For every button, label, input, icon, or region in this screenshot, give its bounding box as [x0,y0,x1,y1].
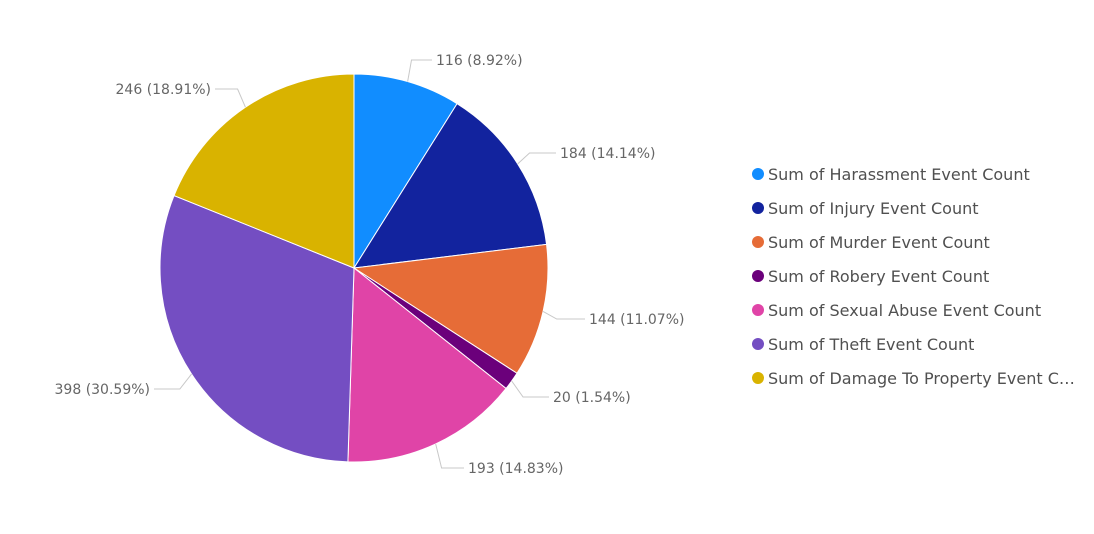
data-label: 20 (1.54%) [553,390,631,406]
legend-item-theft[interactable]: Sum of Theft Event Count [752,327,1078,361]
legend-label: Sum of Theft Event Count [768,334,975,354]
data-label: 116 (8.92%) [436,53,523,69]
legend-dot-icon [752,168,764,180]
data-label: 398 (30.59%) [55,382,150,398]
pie-slice-sexual-abuse-event-count[interactable] [347,266,507,463]
legend-item-robery[interactable]: Sum of Robery Event Count [752,259,1078,293]
pie-slice-injury-event-count[interactable] [353,102,548,269]
legend-label: Sum of Sexual Abuse Event Count [768,300,1042,320]
legend-item-harassment[interactable]: Sum of Harassment Event Count [752,157,1078,191]
data-label: 184 (14.14%) [560,146,655,162]
legend-dot-icon [752,270,764,282]
legend-item-sexual-abuse[interactable]: Sum of Sexual Abuse Event Count [752,293,1078,327]
legend-label: Sum of Murder Event Count [768,232,990,252]
legend-item-murder[interactable]: Sum of Murder Event Count [752,225,1078,259]
leader-line [511,380,549,398]
leader-line [517,152,556,165]
legend-dot-icon [752,236,764,248]
leader-line [542,310,585,320]
legend-dot-icon [752,372,764,384]
data-label: 144 (11.07%) [589,312,684,328]
legend-label: Sum of Harassment Event Count [768,164,1030,184]
legend-item-damage-to-property[interactable]: Sum of Damage To Property Event Count [752,361,1078,395]
leader-line [154,373,192,390]
pie-slice-murder-event-count[interactable] [352,243,549,374]
pie-slice-damage-to-property-event-count[interactable] [173,73,355,269]
legend-label: Sum of Damage To Property Event Count [768,368,1078,388]
legend-label: Sum of Robery Event Count [768,266,990,286]
legend-dot-icon [752,202,764,214]
legend-dot-icon [752,338,764,350]
leader-line [407,59,432,82]
pie-slice-theft-event-count[interactable] [159,194,355,463]
leader-line [435,443,464,469]
legend-dot-icon [752,304,764,316]
leader-line [215,88,246,108]
data-label: 246 (18.91%) [116,82,211,98]
data-label: 193 (14.83%) [468,461,563,477]
legend-item-injury[interactable]: Sum of Injury Event Count [752,191,1078,225]
legend: Sum of Harassment Event Count Sum of Inj… [752,157,1078,395]
legend-label: Sum of Injury Event Count [768,198,979,218]
